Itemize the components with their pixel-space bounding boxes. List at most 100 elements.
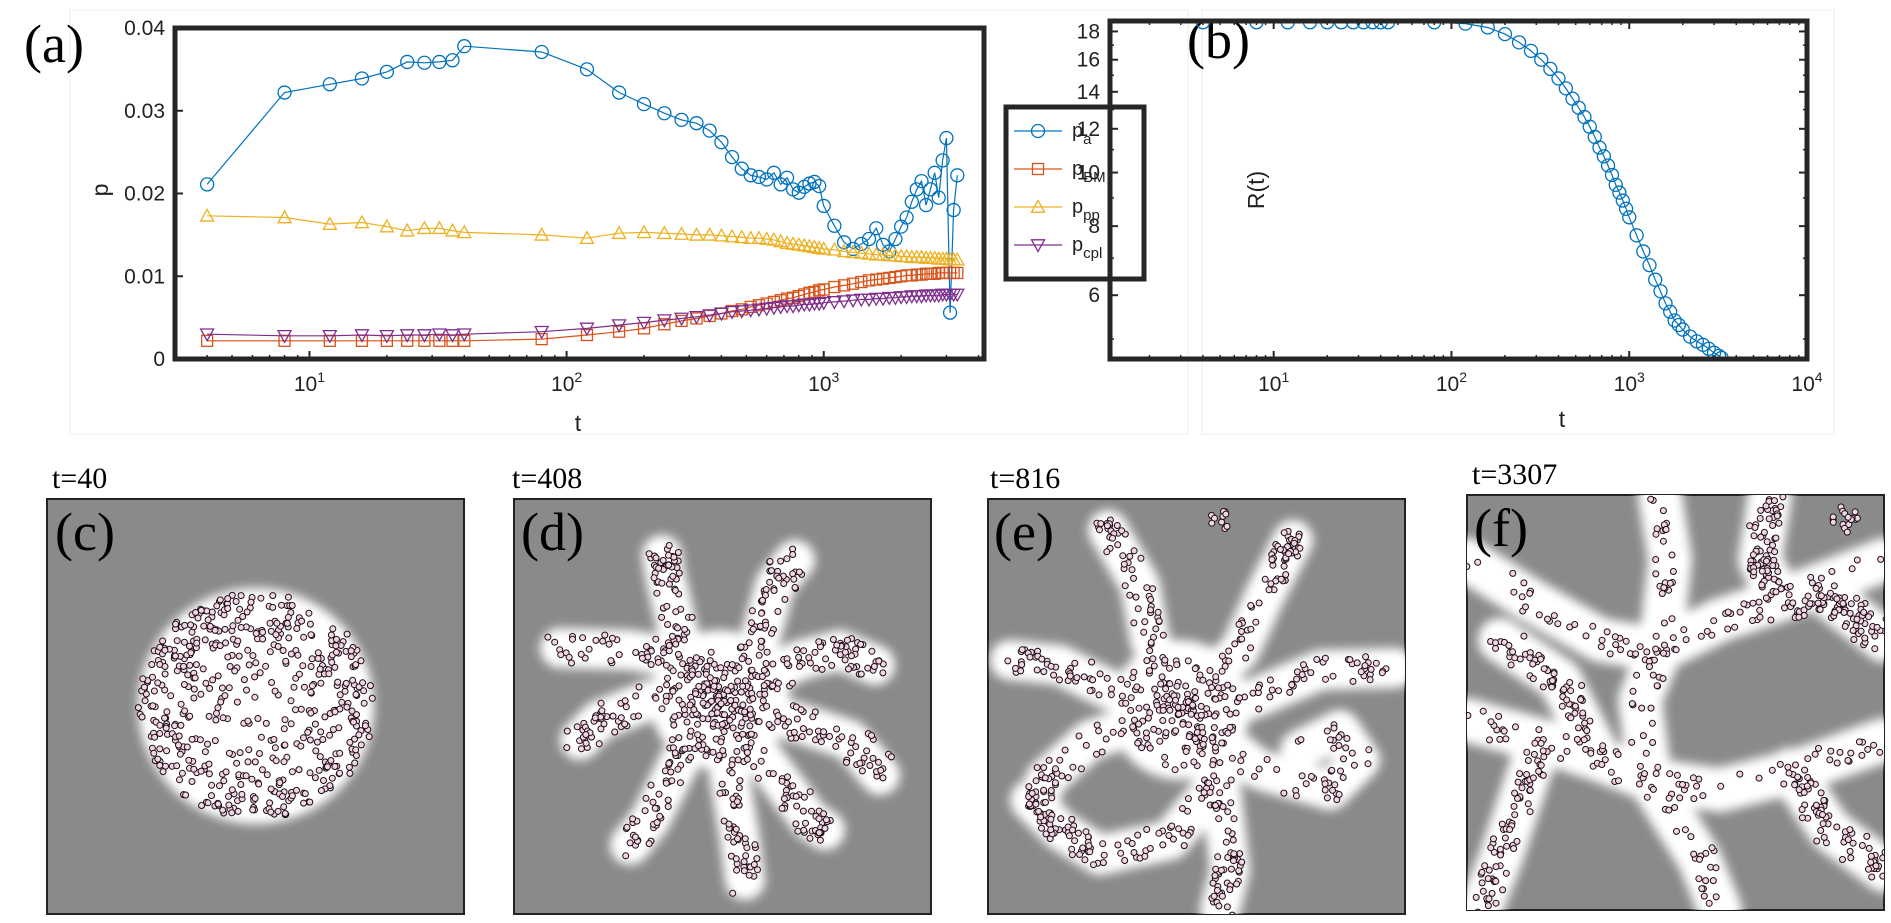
snapshot-e-particle xyxy=(1218,892,1226,900)
snapshot-c-particle xyxy=(163,708,171,716)
data-point-p_pp xyxy=(713,227,730,242)
snapshot-e-particle xyxy=(1100,851,1108,859)
snapshot-e-particle xyxy=(1040,764,1048,772)
snapshot-f-particle xyxy=(1474,558,1482,566)
snapshot-f-particle xyxy=(1672,646,1680,654)
snapshot-c-particle xyxy=(224,605,232,612)
data-point-p_a xyxy=(807,174,822,190)
snapshot-f-particle xyxy=(1708,631,1716,639)
snapshot-f-particle xyxy=(1833,823,1841,831)
snapshot-c-particle xyxy=(288,602,296,609)
snapshot-d-particle xyxy=(665,580,673,588)
snapshot-f-particle xyxy=(1662,526,1670,533)
snapshot-c-particle xyxy=(251,795,259,802)
snapshot-e-particle xyxy=(1140,628,1148,636)
snapshot-f-particle xyxy=(1571,702,1579,710)
snapshot-f-particle xyxy=(1709,877,1717,885)
snapshot-e-particle xyxy=(1161,656,1169,664)
snapshot-f-particle xyxy=(1539,747,1547,755)
snapshot-f-particle xyxy=(1836,748,1844,756)
snapshot-e-particle xyxy=(1130,574,1137,582)
snapshot-d-particle xyxy=(777,557,785,565)
data-point-p_BM xyxy=(862,274,876,287)
snapshot-c-particle xyxy=(336,691,344,699)
snapshot-f-particle xyxy=(1599,742,1607,750)
snapshot-f-particle xyxy=(1798,806,1806,813)
chart-b-ylabel: R(t) xyxy=(1243,171,1269,209)
snapshot-c-particle xyxy=(180,662,187,670)
snapshot-e-particle xyxy=(1095,691,1103,699)
legend-item-p_BM: pBM xyxy=(1014,158,1106,186)
snapshot-d-particle xyxy=(708,697,715,705)
snapshot-c-particle xyxy=(365,733,373,741)
snapshot-d-particle xyxy=(746,711,754,719)
snapshot-e-particle xyxy=(1225,917,1231,923)
snapshot-d-particle xyxy=(647,781,655,789)
snapshot-d-particle xyxy=(655,790,663,798)
snapshot-d-particle xyxy=(668,632,676,640)
snapshot-d-particle xyxy=(793,715,801,723)
snapshot-e-particle xyxy=(1197,711,1205,719)
snapshot-d-particle xyxy=(599,637,607,645)
snapshot-e-particle xyxy=(1218,739,1226,747)
snapshot-e-particle xyxy=(1222,706,1230,714)
snapshot-d-particle xyxy=(729,724,737,732)
snapshot-f-particle xyxy=(1724,608,1732,616)
snapshot-e-particle xyxy=(1210,772,1218,780)
data-point-p_pp xyxy=(688,227,705,241)
snapshot-c-particle xyxy=(313,738,321,746)
snapshot-f-particle xyxy=(1524,757,1532,764)
snapshot-d-particle xyxy=(734,756,742,764)
snapshot-d-particle xyxy=(652,554,660,562)
snapshot-c-particle xyxy=(257,594,265,602)
snapshot-e-particle xyxy=(1217,866,1225,874)
snapshot-d-particle xyxy=(738,719,746,727)
snapshot-f-particle xyxy=(1795,786,1803,794)
snapshot-e-particle xyxy=(1095,727,1103,735)
snapshot-f-particle xyxy=(1780,780,1788,788)
data-point-p_pp xyxy=(743,230,759,245)
snapshot-f-particle xyxy=(1669,568,1677,575)
snapshot-d-particle xyxy=(745,657,753,665)
snapshot-d-particle xyxy=(680,706,688,714)
snapshot-e-particle xyxy=(1211,872,1219,880)
snapshot-d-particle xyxy=(739,682,747,690)
snapshot-d-particle xyxy=(563,744,571,752)
snapshot-e-particle xyxy=(1144,714,1152,722)
snapshot-e-particle xyxy=(1199,740,1207,748)
snapshot-f-particle xyxy=(1492,644,1499,652)
snapshot-e-particle xyxy=(1215,902,1223,910)
snapshot-f-particle xyxy=(1768,766,1776,774)
snapshot-c-particle xyxy=(150,749,158,757)
snapshot-f-particle xyxy=(1819,811,1826,819)
chart-a-ytick-label: 0.02 xyxy=(124,183,165,206)
snapshot-c-particle xyxy=(248,775,256,783)
snapshot-f-particle xyxy=(1544,615,1551,623)
snapshot-d-particle xyxy=(635,712,642,720)
snapshot-e-particle xyxy=(1086,687,1094,695)
snapshot-f-particle xyxy=(1861,634,1869,642)
snapshot-e-particle xyxy=(1161,761,1169,769)
snapshot-d-particle xyxy=(875,758,882,766)
data-point-R xyxy=(1618,201,1634,216)
snapshot-c-particle xyxy=(251,758,259,766)
data-point-p_a xyxy=(400,54,415,70)
snapshot-f-particle xyxy=(1526,786,1534,794)
snapshot-d-particle xyxy=(763,702,771,710)
snapshot-d-particle xyxy=(605,640,613,648)
snapshot-c-particle xyxy=(188,778,196,785)
snapshot-d-particle xyxy=(799,725,807,733)
data-point-R xyxy=(1642,258,1657,273)
snapshot-f: t=3307 (f) xyxy=(1466,458,1885,911)
snapshot-d-particle xyxy=(724,687,732,695)
snapshot-e-particle xyxy=(1191,735,1199,743)
snapshot-c-particle xyxy=(300,633,308,641)
data-point-p_pp xyxy=(845,244,861,259)
snapshot-c-particle xyxy=(159,637,167,645)
snapshot-c-particle xyxy=(187,621,195,629)
snapshot-f-particle xyxy=(1792,761,1799,769)
snapshot-c-particle xyxy=(347,653,355,661)
snapshot-c-particle xyxy=(343,703,351,711)
snapshot-c-particle xyxy=(252,630,260,637)
snapshot-e-particle xyxy=(1058,772,1066,780)
